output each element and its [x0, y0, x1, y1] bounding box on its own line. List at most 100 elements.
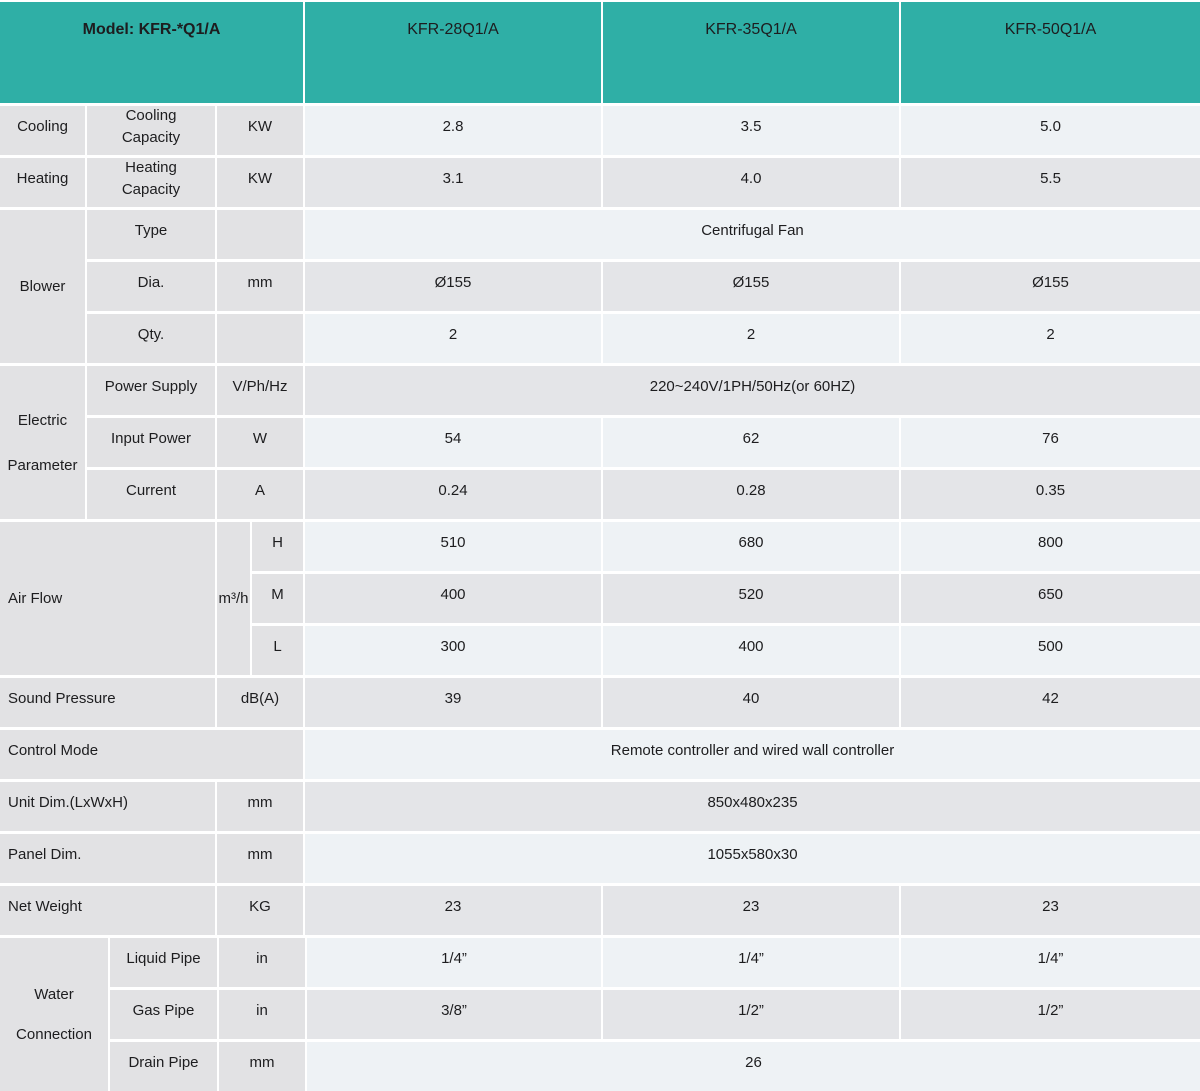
- heating-value-kfr50: 5.5: [901, 158, 1200, 207]
- input-power-unit: W: [217, 418, 303, 467]
- air-flow-l-value-kfr35: 400: [603, 626, 899, 675]
- blower-type-unit: [217, 210, 303, 259]
- input-power-value-kfr28: 54: [305, 418, 601, 467]
- blower-dia-value-kfr50: Ø155: [901, 262, 1200, 311]
- row-control-mode: Control Mode Remote controller and wired…: [0, 730, 1200, 779]
- input-power-value-kfr50: 76: [901, 418, 1200, 467]
- cooling-capacity-label: Cooling Capacity: [87, 106, 215, 155]
- electric-group-label: Electric Parameter: [0, 366, 85, 519]
- water-connection-group-label: Water Connection: [0, 938, 108, 1091]
- unit-dim-label: Unit Dim.(LxWxH): [0, 782, 215, 831]
- blower-type-label: Type: [87, 210, 215, 259]
- cooling-group-label: Cooling: [0, 106, 85, 155]
- blower-type-value: Centrifugal Fan: [305, 210, 1200, 259]
- heating-unit-label: KW: [217, 158, 303, 207]
- heating-capacity-label: Heating Capacity: [87, 158, 215, 207]
- input-power-value-kfr35: 62: [603, 418, 899, 467]
- gas-pipe-value-kfr35: 1/2”: [603, 990, 899, 1039]
- current-value-kfr28: 0.24: [305, 470, 601, 519]
- net-weight-unit: KG: [217, 886, 303, 935]
- current-value-kfr35: 0.28: [603, 470, 899, 519]
- air-flow-h-label: H: [252, 522, 303, 571]
- net-weight-value-kfr50: 23: [901, 886, 1200, 935]
- net-weight-value-kfr28: 23: [305, 886, 601, 935]
- sound-pressure-label: Sound Pressure: [0, 678, 215, 727]
- section-water-connection: Water Connection Liquid Pipe in 1/4” 1/4…: [0, 938, 1200, 1091]
- gas-pipe-unit: in: [219, 990, 305, 1039]
- blower-dia-value-kfr35: Ø155: [603, 262, 899, 311]
- liquid-pipe-value-kfr28: 1/4”: [307, 938, 601, 987]
- panel-dim-label: Panel Dim.: [0, 834, 215, 883]
- air-flow-h-value-kfr28: 510: [305, 522, 601, 571]
- cooling-unit-label: KW: [217, 106, 303, 155]
- sound-pressure-value-kfr35: 40: [603, 678, 899, 727]
- power-supply-value: 220~240V/1PH/50Hz(or 60HZ): [305, 366, 1200, 415]
- header-row: Model: KFR-*Q1/A KFR-28Q1/A KFR-35Q1/A K…: [0, 2, 1200, 103]
- sound-pressure-value-kfr50: 42: [901, 678, 1200, 727]
- sound-pressure-unit: dB(A): [217, 678, 303, 727]
- liquid-pipe-label: Liquid Pipe: [110, 938, 217, 987]
- drain-pipe-value: 26: [307, 1042, 1200, 1091]
- heating-group-label: Heating: [0, 158, 85, 207]
- heating-value-kfr35: 4.0: [603, 158, 899, 207]
- air-flow-l-value-kfr28: 300: [305, 626, 601, 675]
- section-air-flow: Air Flow m³/h H 510 680 800 M 400 520 65…: [0, 522, 1200, 675]
- section-blower: Blower Type Centrifugal Fan Dia. mm Ø155…: [0, 210, 1200, 363]
- air-flow-m-label: M: [252, 574, 303, 623]
- power-supply-label: Power Supply: [87, 366, 215, 415]
- blower-dia-value-kfr28: Ø155: [305, 262, 601, 311]
- liquid-pipe-value-kfr50: 1/4”: [901, 938, 1200, 987]
- row-unit-dim: Unit Dim.(LxWxH) mm 850x480x235: [0, 782, 1200, 831]
- drain-pipe-unit: mm: [219, 1042, 305, 1091]
- current-label: Current: [87, 470, 215, 519]
- power-supply-unit: V/Ph/Hz: [217, 366, 303, 415]
- liquid-pipe-value-kfr35: 1/4”: [603, 938, 899, 987]
- column-header-kfr35: KFR-35Q1/A: [603, 2, 899, 103]
- air-flow-label: Air Flow: [0, 522, 215, 675]
- input-power-label: Input Power: [87, 418, 215, 467]
- current-value-kfr50: 0.35: [901, 470, 1200, 519]
- section-electric-parameter: Electric Parameter Power Supply V/Ph/Hz …: [0, 366, 1200, 519]
- blower-qty-unit: [217, 314, 303, 363]
- gas-pipe-value-kfr28: 3/8”: [307, 990, 601, 1039]
- air-flow-m-value-kfr28: 400: [305, 574, 601, 623]
- blower-qty-value-kfr28: 2: [305, 314, 601, 363]
- sound-pressure-value-kfr28: 39: [305, 678, 601, 727]
- gas-pipe-value-kfr50: 1/2”: [901, 990, 1200, 1039]
- air-flow-l-value-kfr50: 500: [901, 626, 1200, 675]
- row-cooling: Cooling Cooling Capacity KW 2.8 3.5 5.0: [0, 106, 1200, 155]
- liquid-pipe-unit: in: [219, 938, 305, 987]
- air-flow-l-label: L: [252, 626, 303, 675]
- heating-value-kfr28: 3.1: [305, 158, 601, 207]
- blower-dia-unit: mm: [217, 262, 303, 311]
- row-heating: Heating Heating Capacity KW 3.1 4.0 5.5: [0, 158, 1200, 207]
- drain-pipe-label: Drain Pipe: [110, 1042, 217, 1091]
- row-net-weight: Net Weight KG 23 23 23: [0, 886, 1200, 935]
- cooling-value-kfr50: 5.0: [901, 106, 1200, 155]
- air-flow-unit: m³/h: [217, 522, 250, 675]
- cooling-value-kfr35: 3.5: [603, 106, 899, 155]
- panel-dim-value: 1055x580x30: [305, 834, 1200, 883]
- row-sound-pressure: Sound Pressure dB(A) 39 40 42: [0, 678, 1200, 727]
- air-flow-h-value-kfr50: 800: [901, 522, 1200, 571]
- unit-dim-unit: mm: [217, 782, 303, 831]
- cooling-value-kfr28: 2.8: [305, 106, 601, 155]
- blower-qty-label: Qty.: [87, 314, 215, 363]
- gas-pipe-label: Gas Pipe: [110, 990, 217, 1039]
- blower-dia-label: Dia.: [87, 262, 215, 311]
- air-flow-m-value-kfr35: 520: [603, 574, 899, 623]
- column-header-kfr50: KFR-50Q1/A: [901, 2, 1200, 103]
- air-flow-m-value-kfr50: 650: [901, 574, 1200, 623]
- control-mode-label: Control Mode: [0, 730, 303, 779]
- blower-qty-value-kfr35: 2: [603, 314, 899, 363]
- model-header-cell: Model: KFR-*Q1/A: [0, 2, 303, 103]
- unit-dim-value: 850x480x235: [305, 782, 1200, 831]
- blower-qty-value-kfr50: 2: [901, 314, 1200, 363]
- air-flow-h-value-kfr35: 680: [603, 522, 899, 571]
- column-header-kfr28: KFR-28Q1/A: [305, 2, 601, 103]
- net-weight-value-kfr35: 23: [603, 886, 899, 935]
- row-panel-dim: Panel Dim. mm 1055x580x30: [0, 834, 1200, 883]
- net-weight-label: Net Weight: [0, 886, 215, 935]
- blower-group-label: Blower: [0, 210, 85, 363]
